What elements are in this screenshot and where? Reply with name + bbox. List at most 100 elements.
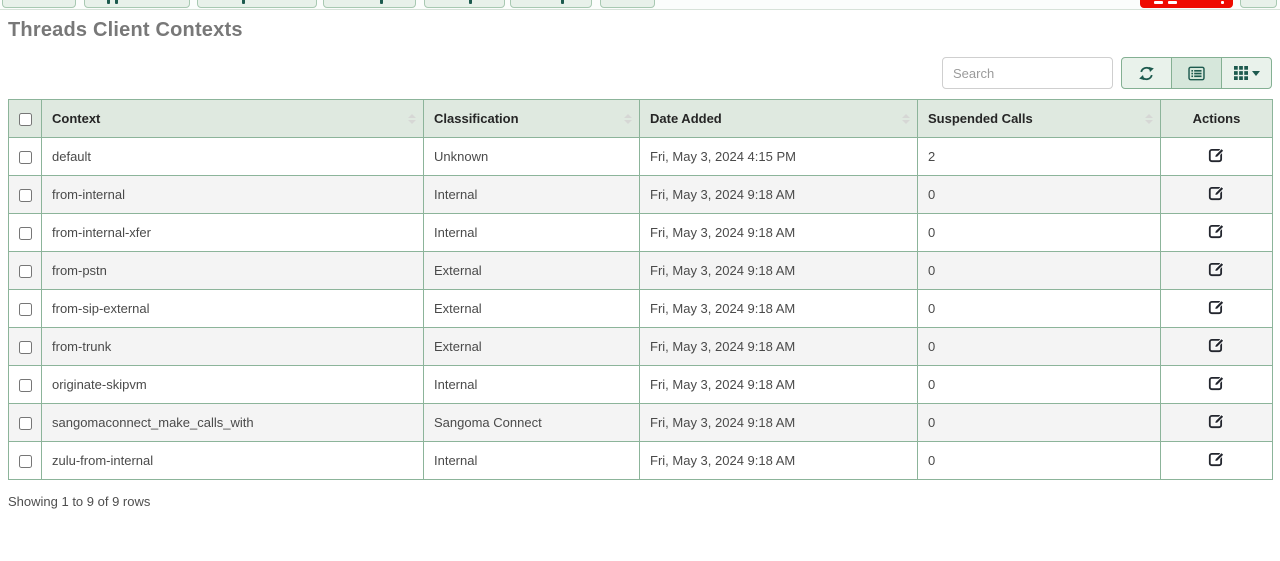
table-row: from-trunk External Fri, May 3, 2024 9:1… [8, 327, 1273, 366]
apply-config-button-cutoff[interactable] [1140, 0, 1233, 8]
row-checkbox-cell [8, 441, 42, 480]
edit-button[interactable] [1208, 374, 1226, 392]
nav-tab-cutoff-1[interactable] [2, 0, 76, 8]
row-checkbox[interactable] [18, 189, 32, 203]
main-content: Threads Client Contexts [0, 18, 1280, 509]
row-checkbox-cell [8, 403, 42, 442]
row-checkbox[interactable] [18, 303, 32, 317]
edit-icon [1208, 337, 1226, 357]
column-header-date-added[interactable]: Date Added [639, 99, 918, 138]
list-icon [1188, 66, 1205, 81]
table-row-count-status: Showing 1 to 9 of 9 rows [8, 494, 151, 509]
edit-button[interactable] [1208, 450, 1226, 468]
actions-cell [1160, 251, 1273, 290]
classification-cell: Internal [423, 213, 640, 252]
nav-tab-cutoff-4[interactable] [323, 0, 416, 8]
table-row: from-internal-xfer Internal Fri, May 3, … [8, 213, 1273, 252]
nav-tab-cutoff-7[interactable] [600, 0, 655, 8]
nav-tab-cutoff-2[interactable] [84, 0, 190, 8]
columns-dropdown-button[interactable] [1221, 57, 1272, 89]
row-checkbox-cell [8, 213, 42, 252]
classification-cell: Internal [423, 175, 640, 214]
actions-cell [1160, 365, 1273, 404]
sort-icon [624, 113, 632, 124]
nav-tab-cutoff-right[interactable] [1240, 0, 1277, 8]
column-header-label: Suspended Calls [928, 111, 1033, 126]
select-all-checkbox[interactable] [18, 113, 32, 127]
suspended-calls-cell: 0 [917, 251, 1161, 290]
classification-cell: Internal [423, 441, 640, 480]
row-checkbox[interactable] [18, 227, 32, 241]
table-toolbar-button-group [1121, 57, 1272, 89]
classification-cell: Sangoma Connect [423, 403, 640, 442]
nav-tab-cutoff-5[interactable] [424, 0, 505, 8]
cutoff-text-fragment [1168, 1, 1177, 4]
column-header-suspended-calls[interactable]: Suspended Calls [917, 99, 1161, 138]
search-input[interactable] [942, 57, 1113, 89]
actions-cell [1160, 137, 1273, 176]
context-cell: from-pstn [41, 251, 424, 290]
suspended-calls-cell: 0 [917, 175, 1161, 214]
context-cell: from-trunk [41, 327, 424, 366]
table-row: originate-skipvm Internal Fri, May 3, 20… [8, 365, 1273, 404]
context-cell: sangomaconnect_make_calls_with [41, 403, 424, 442]
cutoff-text-fragment [380, 0, 383, 4]
column-header-actions: Actions [1160, 99, 1273, 138]
column-header-label: Date Added [650, 111, 722, 126]
edit-button[interactable] [1208, 412, 1226, 430]
sort-icon [1145, 113, 1153, 124]
edit-button[interactable] [1208, 336, 1226, 354]
cutoff-text-fragment [469, 0, 472, 4]
grid-icon [1233, 66, 1248, 80]
nav-tab-cutoff-6[interactable] [510, 0, 592, 8]
row-checkbox[interactable] [18, 341, 32, 355]
date-added-cell: Fri, May 3, 2024 9:18 AM [639, 327, 918, 366]
select-all-checkbox-cell [8, 99, 42, 138]
row-checkbox[interactable] [18, 417, 32, 431]
toggle-view-button[interactable] [1171, 57, 1222, 89]
classification-cell: Unknown [423, 137, 640, 176]
cutoff-text-fragment [115, 0, 118, 4]
row-checkbox[interactable] [18, 265, 32, 279]
row-checkbox[interactable] [18, 151, 32, 165]
date-added-cell: Fri, May 3, 2024 9:18 AM [639, 251, 918, 290]
row-checkbox[interactable] [18, 455, 32, 469]
edit-button[interactable] [1208, 146, 1226, 164]
suspended-calls-cell: 0 [917, 365, 1161, 404]
refresh-button[interactable] [1121, 57, 1172, 89]
edit-icon [1208, 299, 1226, 319]
suspended-calls-cell: 0 [917, 289, 1161, 328]
topbar [0, 0, 1280, 10]
context-cell: from-sip-external [41, 289, 424, 328]
table-row: default Unknown Fri, May 3, 2024 4:15 PM… [8, 137, 1273, 176]
edit-button[interactable] [1208, 260, 1226, 278]
suspended-calls-cell: 2 [917, 137, 1161, 176]
date-added-cell: Fri, May 3, 2024 9:18 AM [639, 403, 918, 442]
edit-button[interactable] [1208, 222, 1226, 240]
row-checkbox[interactable] [18, 379, 32, 393]
row-checkbox-cell [8, 289, 42, 328]
sort-icon [408, 113, 416, 124]
table-row: zulu-from-internal Internal Fri, May 3, … [8, 441, 1273, 480]
edit-button[interactable] [1208, 184, 1226, 202]
contexts-table: Context Classification Date Added Suspen… [8, 99, 1273, 480]
column-header-context[interactable]: Context [41, 99, 424, 138]
edit-icon [1208, 147, 1226, 167]
classification-cell: External [423, 327, 640, 366]
table-header-row: Context Classification Date Added Suspen… [8, 99, 1273, 138]
edit-button[interactable] [1208, 298, 1226, 316]
edit-icon [1208, 223, 1226, 243]
suspended-calls-cell: 0 [917, 327, 1161, 366]
cutoff-text-fragment [242, 0, 245, 4]
table-row: sangomaconnect_make_calls_with Sangoma C… [8, 403, 1273, 442]
nav-tab-cutoff-3[interactable] [197, 0, 317, 8]
table-body: default Unknown Fri, May 3, 2024 4:15 PM… [8, 137, 1273, 480]
context-cell: default [41, 137, 424, 176]
chevron-down-icon [1251, 70, 1260, 76]
row-checkbox-cell [8, 137, 42, 176]
column-header-classification[interactable]: Classification [423, 99, 640, 138]
actions-cell [1160, 213, 1273, 252]
classification-cell: Internal [423, 365, 640, 404]
row-checkbox-cell [8, 175, 42, 214]
context-cell: from-internal-xfer [41, 213, 424, 252]
